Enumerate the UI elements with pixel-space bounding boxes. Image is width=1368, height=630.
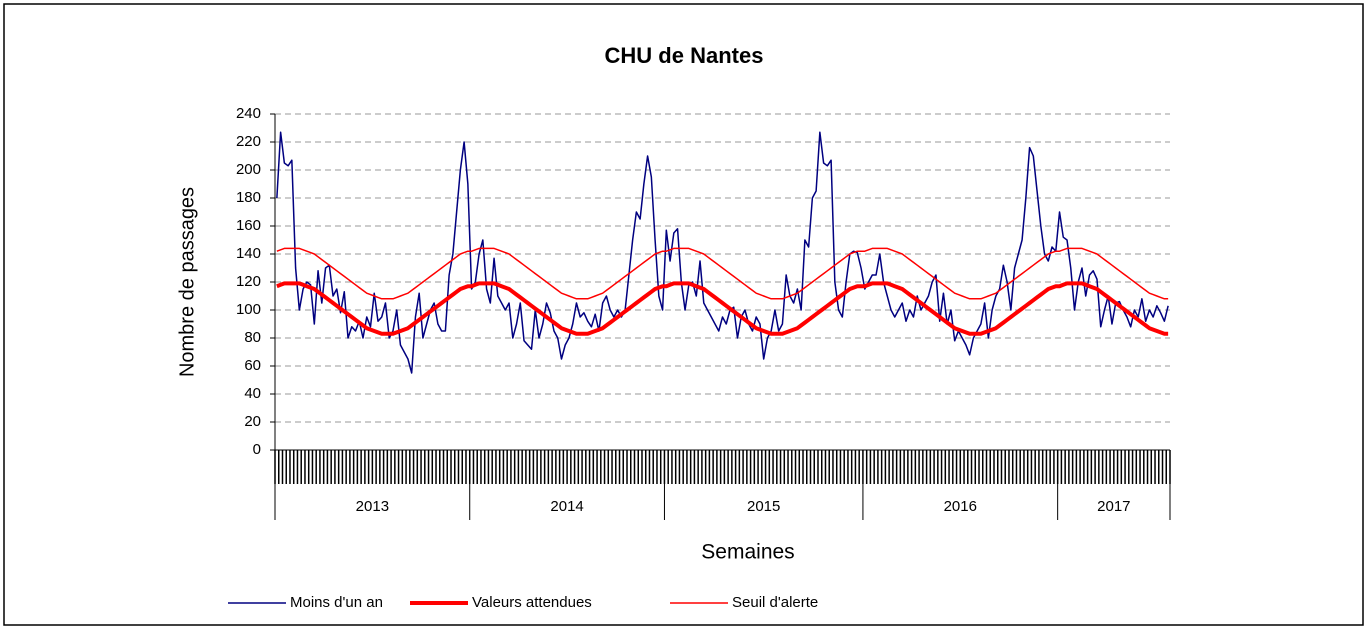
chart-title: CHU de Nantes [605, 43, 764, 68]
x-group-label: 2015 [747, 498, 780, 515]
x-group-label: 2014 [550, 498, 583, 515]
x-group-label: 2017 [1097, 498, 1130, 515]
legend-label: Moins d'un an [290, 594, 383, 611]
y-tick-label: 20 [244, 413, 261, 430]
x-group-label: 2016 [944, 498, 977, 515]
y-tick-label: 40 [244, 385, 261, 402]
y-tick-label: 240 [236, 105, 261, 122]
y-tick-label: 160 [236, 217, 261, 234]
legend-label: Valeurs attendues [472, 594, 592, 611]
x-axis-label: Semaines [701, 541, 794, 564]
series-line [276, 247, 1169, 300]
y-tick-label: 140 [236, 245, 261, 262]
y-tick-label: 200 [236, 161, 261, 178]
series-line [276, 131, 1169, 374]
y-tick-label: 220 [236, 133, 261, 150]
x-group-label: 2013 [356, 498, 389, 515]
y-tick-label: 120 [236, 273, 261, 290]
y-axis-label: Nombre de passages [176, 187, 198, 377]
y-tick-label: 0 [253, 441, 261, 458]
legend-label: Seuil d'alerte [732, 594, 818, 611]
y-tick-label: 80 [244, 329, 261, 346]
chart-frame [3, 3, 1364, 626]
y-tick-label: 100 [236, 301, 261, 318]
y-tick-label: 60 [244, 357, 261, 374]
y-tick-label: 180 [236, 189, 261, 206]
series-line [276, 281, 1169, 336]
